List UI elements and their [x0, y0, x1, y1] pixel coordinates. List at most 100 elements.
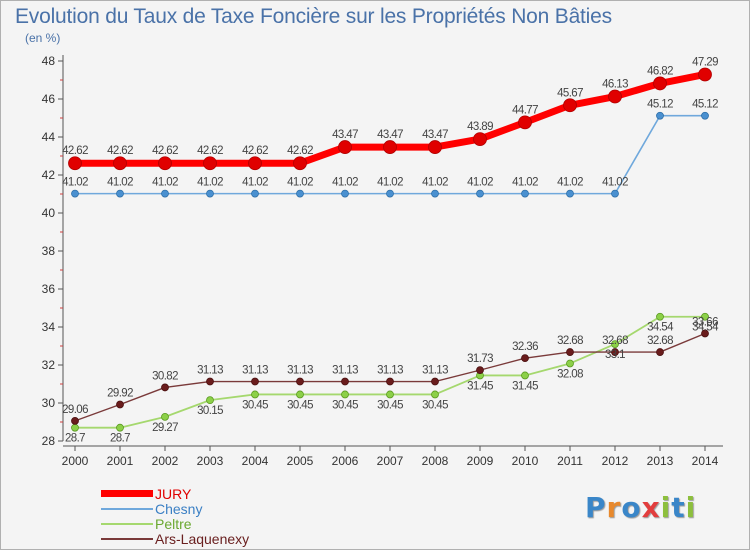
data-point-chesny	[161, 189, 169, 198]
data-label-peltre: 30.45	[377, 399, 403, 411]
data-point-jury	[158, 156, 172, 171]
data-label-peltre: 30.45	[242, 399, 268, 411]
data-label-ars-laquenexy: 32.68	[602, 335, 628, 347]
data-label-peltre: 28.7	[65, 433, 85, 445]
data-point-ars-laquenexy	[161, 383, 169, 392]
x-tick-label: 2011	[557, 454, 583, 468]
data-point-peltre	[656, 312, 664, 321]
x-tick-label: 2006	[332, 454, 359, 468]
legend-label-ars-laquenexy: Ars-Laquenexy	[155, 531, 250, 547]
data-label-peltre: 34.54	[692, 322, 719, 334]
data-point-chesny	[476, 189, 484, 198]
data-point-peltre	[431, 390, 439, 399]
data-label-chesny: 45.12	[647, 99, 673, 111]
data-label-chesny: 41.02	[287, 177, 313, 189]
data-label-jury: 45.67	[557, 87, 583, 99]
data-point-chesny	[566, 189, 574, 198]
legend-swatch-ars-laquenexy	[101, 538, 153, 540]
data-point-chesny	[611, 189, 619, 198]
data-point-jury	[428, 140, 442, 154]
data-label-ars-laquenexy: 31.13	[332, 365, 358, 377]
data-label-jury: 46.13	[602, 79, 628, 91]
data-label-jury: 46.82	[647, 65, 673, 77]
data-label-peltre: 30.45	[332, 399, 358, 411]
data-label-chesny: 41.02	[107, 177, 133, 189]
data-point-chesny	[386, 189, 394, 198]
y-tick-label: 40	[42, 206, 56, 220]
data-point-jury	[68, 156, 82, 171]
data-point-jury	[338, 140, 352, 154]
data-point-chesny	[71, 189, 79, 198]
x-tick-label: 2014	[692, 454, 719, 468]
data-label-jury: 43.47	[422, 129, 448, 141]
legend-swatch-peltre	[101, 523, 153, 525]
x-tick-label: 2007	[377, 454, 404, 468]
x-tick-label: 2002	[152, 454, 179, 468]
data-point-jury	[698, 67, 712, 82]
data-label-ars-laquenexy: 29.92	[107, 388, 133, 400]
logo-letter: t	[671, 491, 686, 524]
chart-unit-label: (en %)	[25, 31, 61, 45]
data-point-jury	[248, 156, 262, 171]
logo-letter: i	[660, 491, 672, 524]
data-point-peltre	[251, 390, 259, 399]
chart-axes: 28 30 32 34 36 38 40 42 44 46 48 2000 2001 2002 2003 20…	[42, 54, 723, 468]
data-label-peltre: 28.7	[110, 433, 130, 445]
data-point-peltre	[341, 390, 349, 399]
y-tick-label: 28	[42, 434, 56, 448]
data-label-chesny: 41.02	[557, 177, 583, 189]
data-point-ars-laquenexy	[116, 400, 124, 409]
logo-letter: r	[606, 491, 622, 524]
data-label-ars-laquenexy: 32.68	[647, 335, 673, 347]
data-point-ars-laquenexy	[206, 377, 214, 386]
data-label-ars-laquenexy: 32.68	[557, 335, 583, 347]
data-point-ars-laquenexy	[386, 377, 394, 386]
logo-letter: x	[641, 491, 661, 524]
data-label-peltre: 30.45	[422, 399, 448, 411]
data-label-jury: 43.47	[332, 129, 358, 141]
data-label-jury: 42.62	[242, 145, 268, 157]
data-point-chesny	[521, 189, 529, 198]
y-tick-label: 48	[42, 54, 56, 68]
data-point-jury	[293, 156, 307, 171]
x-tick-label: 2013	[647, 454, 674, 468]
data-point-jury	[518, 115, 532, 130]
data-label-ars-laquenexy: 33.66	[692, 316, 718, 328]
y-tick-label: 46	[42, 92, 56, 106]
data-point-ars-laquenexy	[656, 348, 664, 356]
data-point-jury	[563, 98, 577, 113]
legend-label-jury: JURY	[155, 486, 192, 502]
y-tick-label: 30	[42, 396, 56, 410]
x-tick-label: 2004	[242, 454, 269, 468]
data-point-peltre	[296, 390, 304, 399]
x-tick-label: 2000	[62, 454, 89, 468]
data-point-jury	[383, 140, 397, 154]
data-label-peltre: 31.45	[467, 380, 493, 392]
data-point-ars-laquenexy	[296, 377, 304, 386]
data-point-ars-laquenexy	[341, 377, 349, 386]
data-label-chesny: 41.02	[602, 177, 628, 189]
data-point-jury	[653, 76, 667, 91]
data-point-ars-laquenexy	[611, 348, 619, 356]
data-point-ars-laquenexy	[431, 377, 439, 386]
data-label-chesny: 41.02	[512, 177, 538, 189]
data-point-chesny	[341, 189, 349, 198]
data-label-peltre: 34.54	[647, 322, 674, 334]
data-label-ars-laquenexy: 31.13	[287, 365, 313, 377]
x-tick-label: 2005	[287, 454, 314, 468]
data-label-chesny: 41.02	[332, 177, 358, 189]
data-label-chesny: 45.12	[692, 99, 718, 111]
data-point-ars-laquenexy	[476, 366, 484, 375]
x-tick-label: 2009	[467, 454, 494, 468]
data-label-jury: 42.62	[62, 145, 88, 157]
data-point-ars-laquenexy	[71, 416, 79, 425]
data-point-peltre	[386, 390, 394, 399]
data-label-peltre: 30.45	[287, 399, 313, 411]
data-point-peltre	[611, 340, 619, 349]
data-point-peltre	[116, 423, 124, 432]
data-label-ars-laquenexy: 32.36	[512, 341, 538, 353]
proxiti-logo: Proxiti	[585, 491, 696, 524]
data-label-jury: 43.89	[467, 121, 493, 133]
legend-label-peltre: Peltre	[155, 516, 192, 532]
y-tick-label: 44	[42, 130, 56, 144]
